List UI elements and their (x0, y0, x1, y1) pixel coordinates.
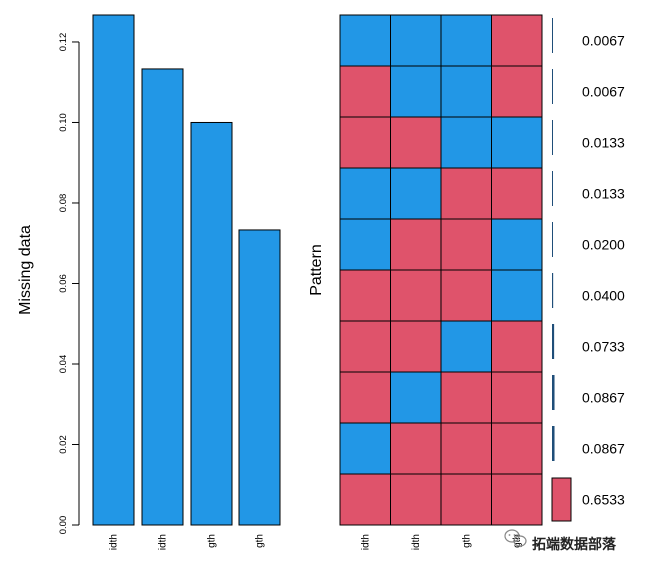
x-tick-label: gth (461, 534, 472, 548)
pattern-proportion-label: 0.0733 (582, 339, 625, 355)
pattern-cell-r1-c2 (390, 14, 442, 67)
pattern-cell-r6-c2 (390, 269, 442, 322)
pattern-cell-r2-c3 (440, 65, 492, 118)
y-tick-label: 0.06 (58, 274, 69, 293)
bar-1 (92, 14, 135, 526)
pattern-proportion-label: 0.0067 (582, 33, 625, 49)
pattern-cell-r9-c2 (390, 422, 442, 475)
pattern-proportion-bar-1 (552, 18, 553, 53)
pattern-cell-r7-c3 (440, 320, 492, 373)
watermark: 拓端数据部落 (504, 529, 617, 553)
pattern-proportion-label: 0.0867 (582, 390, 625, 406)
pattern-cell-r2-c2 (390, 65, 442, 118)
pattern-cell-r9-c1 (339, 422, 391, 475)
pattern-cell-r9-c4 (491, 422, 543, 475)
missing-data-bar-panel: 0.00 0.02 0.04 0.06 0.08 0.10 0.12 idth idth gth g… (58, 14, 281, 550)
pattern-cell-r5-c3 (440, 218, 492, 271)
pattern-proportion-bar-6 (552, 273, 554, 308)
pattern-cell-r3-c1 (339, 116, 391, 169)
pattern-cell-r8-c1 (339, 371, 391, 424)
pattern-proportion-label: 0.0867 (582, 441, 625, 457)
pattern-cell-r2-c1 (339, 65, 391, 118)
pattern-proportion-label: 0.0133 (582, 186, 625, 202)
y-tick-label: 0.04 (58, 355, 69, 374)
pattern-cell-r5-c4 (491, 218, 543, 271)
pattern-cell-r4-c1 (339, 167, 391, 220)
pattern-cell-r1-c1 (339, 14, 391, 67)
pattern-proportion-label: 0.0400 (582, 288, 625, 304)
pattern-cell-r1-c4 (491, 14, 543, 67)
pattern-cell-r4-c3 (440, 167, 492, 220)
pattern-cell-r7-c2 (390, 320, 442, 373)
pattern-proportion-bar-5 (552, 222, 553, 257)
pattern-proportion-bar-9 (552, 426, 555, 461)
pattern-cell-r8-c4 (491, 371, 543, 424)
pattern-cell-r6-c3 (440, 269, 492, 322)
x-tick-label: gth (512, 534, 523, 548)
y-axis-title-pattern: Pattern (308, 244, 325, 296)
pattern-cell-r2-c4 (491, 65, 543, 118)
pattern-cell-r7-c1 (339, 320, 391, 373)
y-tick-label: 0.02 (58, 435, 69, 454)
pattern-proportion-label: 0.6533 (582, 492, 625, 508)
x-tick-label: idth (360, 534, 371, 550)
bar-2 (141, 68, 184, 526)
pattern-heatmap-panel: 0.0067 0.0067 0.0133 0.0133 0.0200 0.0400 0.07… (339, 14, 625, 550)
pattern-cell-r3-c3 (440, 116, 492, 169)
pattern-cell-r9-c3 (440, 422, 492, 475)
pattern-cell-r10-c1 (339, 473, 391, 526)
pattern-cell-r6-c4 (491, 269, 543, 322)
pattern-cell-r3-c4 (491, 116, 543, 169)
pattern-cell-r4-c2 (390, 167, 442, 220)
pattern-cell-r4-c4 (491, 167, 543, 220)
x-tick-label: gth (255, 534, 266, 548)
pattern-proportion-bar-8 (552, 375, 555, 410)
wechat-icon (504, 529, 527, 547)
pattern-proportion-label: 0.0200 (582, 237, 625, 253)
pattern-proportion-label: 0.0067 (582, 84, 625, 100)
y-tick-label: 0.10 (58, 113, 69, 132)
pattern-cell-r8-c2 (390, 371, 442, 424)
pattern-proportion-bar-7 (552, 324, 555, 359)
pattern-cell-r10-c3 (440, 473, 492, 526)
pattern-cell-r5-c1 (339, 218, 391, 271)
pattern-cell-r7-c4 (491, 320, 543, 373)
x-tick-label: idth (109, 534, 120, 550)
watermark-text: 拓端数据部落 (532, 536, 617, 553)
pattern-cell-r10-c4 (491, 473, 543, 526)
x-tick-label: idth (411, 534, 422, 550)
bar-4 (238, 229, 281, 526)
y-tick-label: 0.00 (58, 516, 69, 535)
pattern-proportion-label: 0.0133 (582, 135, 625, 151)
pattern-proportion-bar-2 (552, 69, 553, 104)
pattern-cell-r1-c3 (440, 14, 492, 67)
pattern-cell-r5-c2 (390, 218, 442, 271)
y-axis-title-missing-data: Missing data (17, 225, 34, 315)
pattern-cell-r8-c3 (440, 371, 492, 424)
bar-3 (190, 121, 233, 526)
pattern-proportion-bar-4 (552, 171, 553, 206)
pattern-proportion-bar-3 (552, 120, 553, 155)
x-tick-label: idth (158, 534, 169, 550)
x-tick-label: gth (207, 534, 218, 548)
pattern-proportion-bar-10 (551, 477, 572, 522)
pattern-cell-r3-c2 (390, 116, 442, 169)
pattern-cell-r10-c2 (390, 473, 442, 526)
y-tick-label: 0.12 (58, 33, 69, 52)
pattern-cell-r6-c1 (339, 269, 391, 322)
y-tick-label: 0.08 (58, 194, 69, 213)
